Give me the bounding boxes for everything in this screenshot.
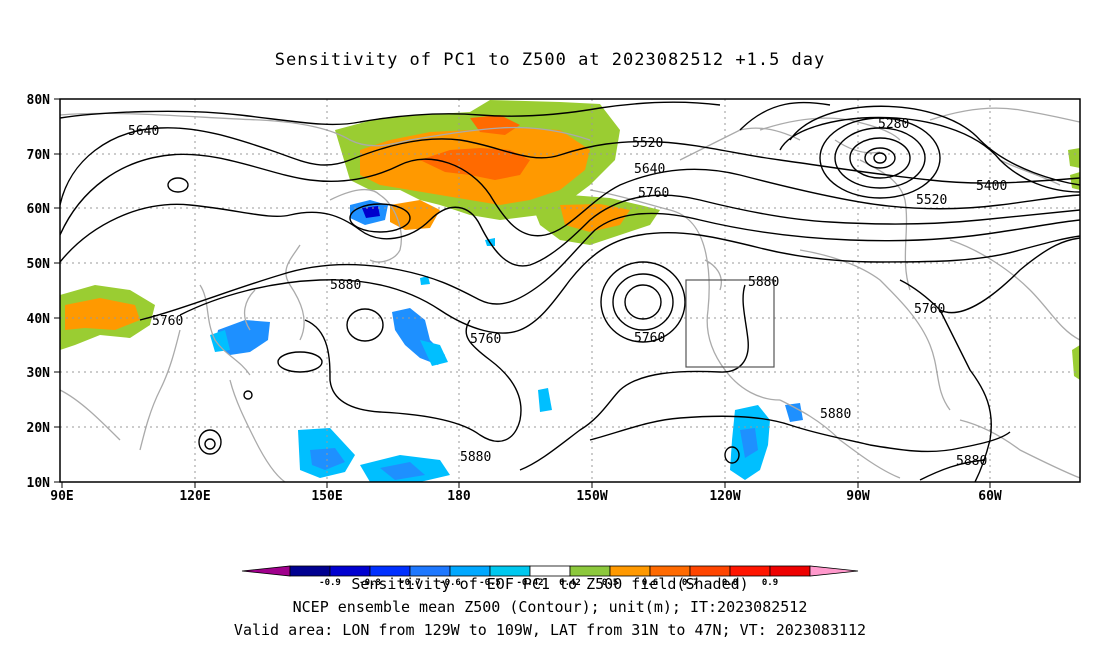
contour-label: 5520 [916,193,947,208]
contour-label: 5520 [632,136,663,151]
colorbar-tick-label: -0.5 [479,578,501,588]
colorbar-tick-label: 0.9 [762,578,778,588]
lon-tick-label: 90E [50,489,73,504]
colorbar-tick-label: -0.8 [359,578,381,588]
colorbar-tick-label: 0.8 [722,578,738,588]
colorbar-tick-label: 0.42 [559,578,581,588]
lat-tick-label: 40N [27,312,51,327]
lat-tick-label: 80N [27,93,51,108]
shade-lightblue-dot3 [420,276,430,285]
shade-orange-alaska [560,204,630,232]
lon-tick-label: 150E [311,489,342,504]
contour-label: 5760 [638,186,669,201]
contour-label: 5760 [634,331,665,346]
z500-contours [60,101,1080,482]
colorbar-upper-arrow [809,565,859,577]
lat-tick-label: 70N [27,148,51,163]
shade-darkblue-south2 [380,462,425,480]
colorbar-tick-label: -0.7 [399,578,421,588]
lon-tick-labels: 90E 120E 150E 180 150W 120W 90W 60W [50,489,1002,504]
contour-label: 5880 [748,275,779,290]
grid-lines [60,99,1080,482]
colorbar-tick-label: 0.7 [682,578,698,588]
colorbar-tick-label: -0.6 [439,578,461,588]
contour-label: 5880 [820,407,851,422]
colorbar-tick-label: 0.5 [602,578,618,588]
colorbar: -0.9 -0.8 -0.7 -0.6 -0.5 -0.42 0.42 0.5 0.6 0.7 0.… [241,565,859,588]
colorbar-tick-label: -0.9 [319,578,341,588]
lat-tick-label: 60N [27,202,51,217]
shade-blue-gulf [785,403,803,422]
shade-lightblue-dot1 [538,388,552,412]
caption-contour: NCEP ensemble mean Z500 (Contour); unit(… [292,598,808,616]
shade-lightblue-pacific [420,340,448,366]
contour-label: 5280 [878,117,909,132]
lat-tick-label: 20N [27,421,51,436]
contour-label: 5880 [330,278,361,293]
caption-shaded: Sensitivity of EOF PC1 to Z500 field(Sha… [351,575,749,593]
tick-marks [54,98,991,488]
colorbar-tick-label: -0.42 [516,578,543,588]
shade-lightblue-japan [210,330,230,352]
lon-tick-label: 150W [576,489,607,504]
contour-label: 5760 [914,302,945,317]
shade-green-east1 [1068,148,1080,168]
shade-darkblue-kamchatka [362,206,380,218]
contour-labels: 5640 5520 5640 5760 5280 5400 5520 5880 … [128,117,1007,469]
lon-tick-label: 120W [709,489,740,504]
plot-frame [59,98,1081,483]
contour-label: 5760 [470,332,501,347]
shade-orange-west [65,298,140,330]
lat-tick-label: 10N [27,476,51,491]
contour-label: 5400 [976,179,1007,194]
map-title: Sensitivity of PC1 to Z500 at 2023082512… [274,50,826,70]
shade-orange-kamchatka [390,200,440,230]
contour-label: 5640 [128,124,159,139]
caption-valid-area: Valid area: LON from 129W to 109W, LAT f… [233,621,867,639]
shaded-sensitivity [60,100,1080,482]
contour-label: 5880 [956,454,987,469]
shade-darkorange-siberia [420,148,530,180]
lon-tick-label: 90W [846,489,870,504]
lat-tick-label: 50N [27,257,51,272]
contour-label: 5640 [634,162,665,177]
lat-tick-label: 30N [27,366,51,381]
contour-label: 5880 [460,450,491,465]
lon-tick-label: 120E [179,489,210,504]
contour-label: 5760 [152,314,183,329]
shade-darkblue-mexico [740,428,758,458]
valid-area-box [685,279,775,368]
lon-tick-label: 60W [978,489,1002,504]
colorbar-tick-label: 0.6 [642,578,658,588]
lat-tick-labels: 80N 70N 60N 50N 40N 30N 20N 10N [27,93,51,491]
lon-tick-label: 180 [447,489,471,504]
shade-green-east3 [1072,345,1080,380]
shade-green-east2 [1070,172,1080,190]
